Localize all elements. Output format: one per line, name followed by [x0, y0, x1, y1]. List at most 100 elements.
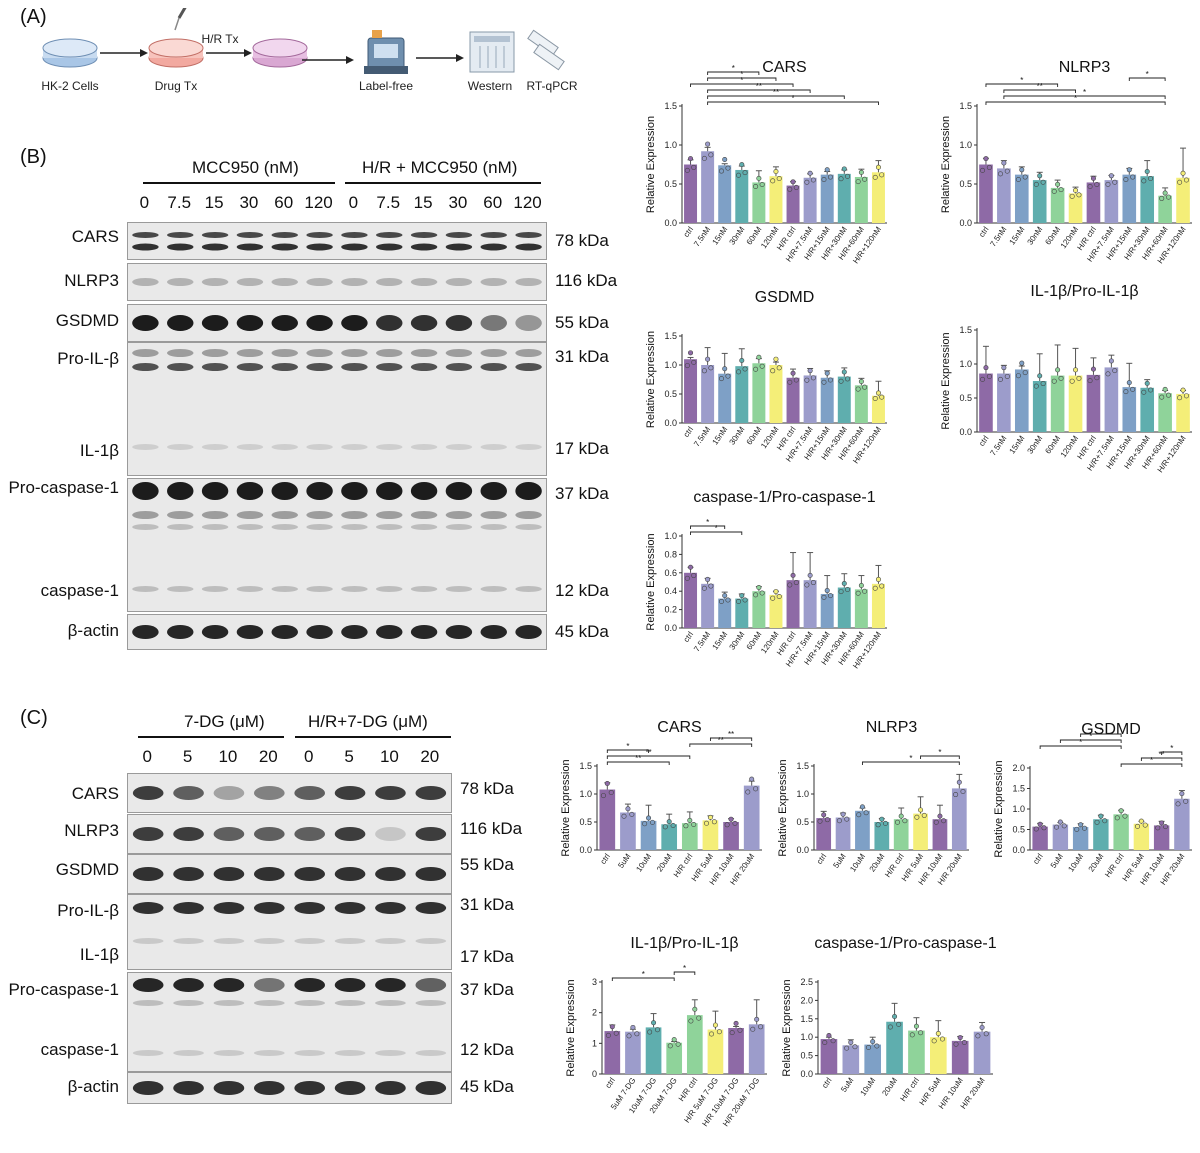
data-point	[609, 1024, 615, 1030]
data-point	[1166, 392, 1172, 398]
blot-band	[306, 278, 333, 286]
lane-label: 60	[274, 193, 294, 212]
y-tick-label: 1.0	[959, 140, 972, 150]
bar-chart-b_gsdmd: GSDMD Relative Expression 0.0 0.5 1.0 1.5 ctrl…	[645, 289, 887, 465]
y-tick-label: 0.0	[664, 218, 677, 228]
data-point	[691, 821, 697, 827]
significance-label: *	[1089, 732, 1092, 741]
significance-label: *	[1079, 738, 1082, 747]
bar	[837, 587, 851, 628]
data-point	[1162, 190, 1168, 196]
x-tick-label: 10uM	[634, 852, 653, 874]
data-point	[824, 588, 830, 594]
data-point	[787, 186, 793, 192]
data-point	[1126, 167, 1132, 173]
bar	[973, 1031, 991, 1074]
significance-bracket	[689, 743, 753, 747]
significance-bracket	[709, 737, 753, 741]
y-tick-label: 0.6	[664, 568, 677, 578]
x-tick-label: 10uM	[1066, 852, 1085, 874]
blot-band	[167, 232, 194, 238]
bar	[1113, 814, 1129, 850]
y-tick-label: 2.0	[800, 995, 813, 1005]
y-tick-label: 0.2	[664, 605, 677, 615]
blot-band	[173, 938, 204, 944]
kda-label: 31 kDa	[460, 895, 514, 914]
data-point	[841, 369, 847, 375]
significance-label: *	[732, 64, 735, 73]
data-point	[939, 1036, 945, 1042]
data-point	[844, 816, 850, 822]
data-point	[821, 812, 827, 818]
bar	[684, 359, 698, 423]
blot-band	[236, 482, 264, 500]
data-point	[1061, 823, 1067, 829]
blot-band	[201, 586, 229, 592]
data-point	[810, 375, 816, 381]
x-tick-label: ctrl	[820, 1076, 834, 1090]
blot-band	[271, 363, 298, 371]
panel-label-c: (C)	[20, 707, 48, 729]
bar	[620, 812, 636, 850]
significance-bracket	[690, 531, 743, 535]
blot-band	[306, 524, 333, 530]
data-point	[759, 181, 765, 187]
workflow-diagram	[42, 8, 565, 74]
data-point	[937, 813, 943, 819]
blot-band	[410, 363, 438, 371]
x-tick-label: ctrl	[682, 225, 696, 239]
blot-strip	[127, 222, 547, 260]
data-point	[1126, 380, 1132, 386]
data-point	[1162, 824, 1168, 830]
bar	[1176, 393, 1190, 432]
x-tick-label: H/R ctrl	[898, 1076, 921, 1103]
blot-band	[213, 786, 245, 800]
data-point	[872, 174, 878, 180]
data-point	[600, 793, 606, 799]
blot-band	[236, 315, 264, 331]
data-point	[896, 1021, 902, 1027]
significance-bracket	[1120, 763, 1183, 767]
blot-band	[132, 586, 159, 592]
data-point	[649, 819, 655, 825]
blot-band	[334, 827, 366, 841]
protein-label: NLRP3	[64, 271, 119, 290]
blot-band	[376, 232, 403, 238]
data-point	[807, 572, 813, 578]
protein-label: β-actin	[67, 621, 119, 640]
blot-band	[375, 867, 406, 881]
bar	[681, 823, 698, 850]
data-point	[793, 184, 799, 190]
data-point	[750, 1026, 756, 1032]
bar	[625, 1031, 641, 1074]
kda-label: 78 kDa	[555, 231, 609, 250]
protein-label: Pro-caspase-1	[8, 478, 119, 497]
significance-label: **	[756, 82, 762, 91]
blot-band	[480, 349, 507, 357]
x-tick-label: ctrl	[977, 225, 991, 239]
significance-label: *	[626, 742, 629, 751]
blot-band	[480, 482, 507, 500]
data-point	[758, 1024, 764, 1030]
bar	[707, 1029, 724, 1074]
data-point	[879, 172, 885, 178]
blot-band	[445, 586, 473, 592]
data-point	[1051, 378, 1057, 384]
bar	[1122, 387, 1137, 432]
significance-label: *	[706, 518, 709, 527]
y-tick-label: 0.0	[1012, 845, 1025, 855]
bar	[1052, 824, 1069, 850]
lane-label: 120	[304, 193, 333, 212]
blot-band	[173, 978, 204, 992]
blot-band	[480, 315, 507, 331]
blot-band	[294, 827, 326, 841]
blot-band	[375, 902, 406, 914]
data-point	[729, 1030, 735, 1036]
blot-band	[515, 232, 542, 238]
data-point	[824, 370, 830, 376]
bar	[786, 377, 800, 423]
data-point	[875, 576, 881, 582]
data-point	[866, 1045, 872, 1051]
data-point	[725, 165, 731, 171]
data-point	[662, 824, 668, 830]
